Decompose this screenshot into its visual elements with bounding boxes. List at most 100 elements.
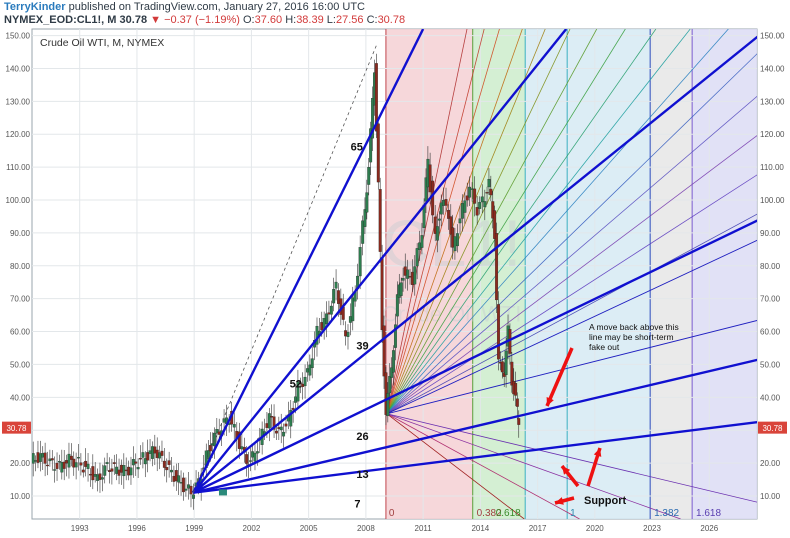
candle-body [150,446,154,459]
candle-body [332,289,336,304]
y-tick-label-right: 100.00 [760,196,785,205]
low-label: L: [326,14,336,26]
candle-body [129,467,133,476]
candle-body [79,462,83,466]
gann-fan-thin-line [386,53,757,415]
candle-body [504,350,508,376]
candle-body [105,462,109,464]
fib-zone-label: 1 [570,508,576,519]
candle-body [72,458,76,468]
candle-body [517,418,521,425]
candle-body [186,484,190,489]
fib-time-zone [692,29,757,519]
candle-body [468,186,472,198]
y-tick-label-left: 50.00 [10,360,31,369]
low-value: 27.56 [335,14,364,26]
candle-body [115,466,119,474]
candle-body [483,201,487,208]
candle-body [112,462,116,464]
candle-body [325,313,328,325]
x-tick-label: 1999 [185,524,203,533]
candle-body [215,429,219,434]
gann-fan-label: 52 [290,378,302,390]
candle-body [240,446,244,450]
origin-marker-icon [218,489,227,496]
candle-body [510,361,514,386]
gann-fan-down-line [386,413,757,503]
candle-body [232,424,236,428]
candle-body [415,248,419,267]
annotation-arrow-head [555,497,564,505]
candle-body [284,423,288,427]
candle-body [444,199,448,206]
candle-body [386,393,390,417]
candle-body [136,467,140,470]
candle-body [158,452,162,459]
author-link[interactable]: TerryKinder [4,1,66,13]
candle-body [67,453,71,468]
y-tick-label-left: 110.00 [6,163,30,172]
fib-zone-label: 0 [389,508,395,519]
candle-body [465,195,469,201]
candle-body [103,465,107,476]
x-tick-label: 1993 [71,524,89,533]
candle-body [303,376,307,387]
candle-body [367,167,371,185]
candle-body [480,196,484,203]
candle-body [428,164,432,193]
gann-fan-thin-line [386,29,546,414]
gann-fan-thin-line [386,29,598,414]
candle-body [380,257,384,331]
candle-body [117,469,121,476]
y-tick-label-right: 80.00 [760,262,781,271]
candle-body [315,325,319,345]
y-tick-label-left: 70.00 [10,295,31,304]
gann-fan-thin-line [386,29,691,415]
candle-body [320,322,324,331]
gann-fan-thin-line [386,213,757,415]
chart-title: Crude Oil WTI, M, NYMEX [40,37,164,49]
open-value: 37.60 [254,14,283,26]
y-tick-label-right: 150.00 [760,32,785,41]
candle-body [392,350,395,373]
candle-body [458,218,462,224]
y-tick-label-right: 120.00 [760,130,785,139]
candle-body [32,453,35,464]
candle-body [57,461,61,463]
last-price-tag-text: 30.78 [762,424,783,433]
candle-body [270,416,274,418]
gann-fan-thin-blue [386,239,757,415]
candle-body [146,452,150,461]
candle-body [294,396,297,403]
candle-body [249,460,252,462]
last-price-tag [758,421,787,434]
candle-body [408,276,412,278]
candle-body [192,494,195,499]
candle-body [475,207,479,216]
candle-body [298,382,302,385]
candle-body [413,266,417,285]
candle-body [456,233,459,247]
candle-body [348,316,352,323]
candle-body [110,468,114,472]
candle-body [153,446,157,454]
candle-body [410,271,414,285]
candle-body [124,469,128,472]
x-tick-label: 1996 [128,524,146,533]
candle-body [237,431,241,449]
fib-time-zone [472,29,526,519]
candle-body [491,201,495,219]
candle-body [255,451,259,454]
candle-body [41,453,45,458]
candle-body [181,477,185,493]
y-tick-label-right: 130.00 [760,97,785,106]
candle-body [96,474,100,481]
candle-body [493,210,497,239]
candle-body [358,247,362,277]
candle-body [365,192,369,213]
candle-body [461,203,464,219]
candle-body [485,192,489,194]
price-change: ▼ −0.37 (−1.19%) [150,14,240,26]
gann-fan-thin-line [386,29,500,414]
